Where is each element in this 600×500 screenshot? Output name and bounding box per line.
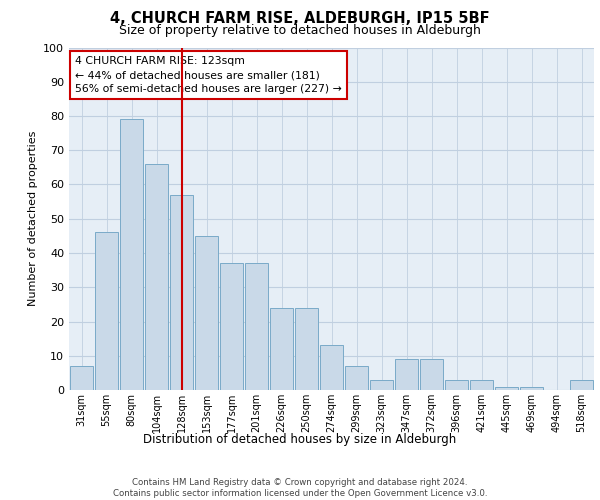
Bar [445, 380, 468, 390]
Text: Size of property relative to detached houses in Aldeburgh: Size of property relative to detached ho… [119, 24, 481, 37]
Bar [395, 359, 418, 390]
Bar [270, 308, 293, 390]
Text: 4, CHURCH FARM RISE, ALDEBURGH, IP15 5BF: 4, CHURCH FARM RISE, ALDEBURGH, IP15 5BF [110, 11, 490, 26]
Bar [145, 164, 168, 390]
Bar [320, 346, 343, 390]
Bar [120, 120, 143, 390]
Text: 4 CHURCH FARM RISE: 123sqm
← 44% of detached houses are smaller (181)
56% of sem: 4 CHURCH FARM RISE: 123sqm ← 44% of deta… [76, 56, 342, 94]
Bar [170, 195, 193, 390]
Text: Contains HM Land Registry data © Crown copyright and database right 2024.
Contai: Contains HM Land Registry data © Crown c… [113, 478, 487, 498]
Bar [520, 386, 543, 390]
Bar [570, 380, 593, 390]
Bar [195, 236, 218, 390]
Bar [95, 232, 118, 390]
Bar [370, 380, 393, 390]
Text: Distribution of detached houses by size in Aldeburgh: Distribution of detached houses by size … [143, 432, 457, 446]
Bar [245, 264, 268, 390]
Bar [420, 359, 443, 390]
Bar [345, 366, 368, 390]
Bar [470, 380, 493, 390]
Bar [295, 308, 318, 390]
Bar [495, 386, 518, 390]
Bar [220, 264, 243, 390]
Bar [70, 366, 93, 390]
Y-axis label: Number of detached properties: Number of detached properties [28, 131, 38, 306]
